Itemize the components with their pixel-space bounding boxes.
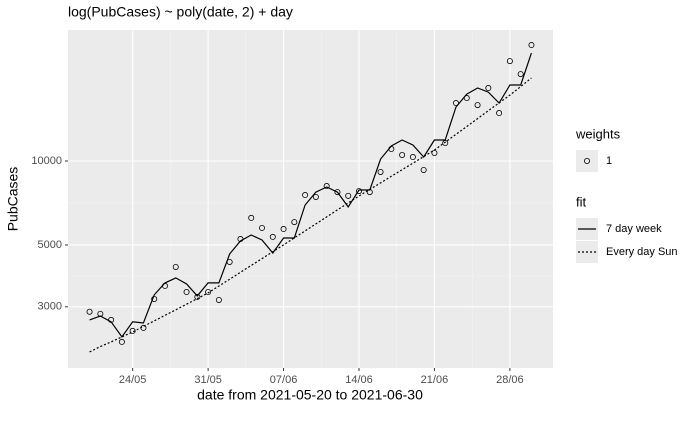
- marks: [86, 42, 535, 353]
- x-axis-label: date from 2021-05-20 to 2021-06-30: [197, 387, 423, 403]
- point: [302, 192, 309, 199]
- legend-label: 7 day week: [606, 223, 662, 235]
- legend-title: fit: [576, 194, 587, 209]
- point: [431, 150, 438, 157]
- point: [248, 214, 255, 221]
- point: [86, 308, 93, 315]
- grid: [68, 30, 553, 368]
- point: [409, 154, 416, 161]
- point: [355, 188, 362, 195]
- fit-line: [89, 77, 532, 353]
- y-tick-label: 3000: [38, 301, 62, 313]
- point: [312, 193, 319, 200]
- point: [399, 152, 406, 159]
- fit-line: [89, 52, 532, 338]
- point: [506, 58, 513, 65]
- point: [474, 102, 481, 109]
- point: [323, 183, 330, 190]
- point: [172, 263, 179, 270]
- point: [215, 296, 222, 303]
- y-tick-label: 5000: [38, 239, 62, 251]
- point: [377, 168, 384, 175]
- point: [528, 42, 535, 49]
- x-tick-label: 14/06: [345, 374, 373, 386]
- point: [291, 219, 298, 226]
- legend-symbol: [584, 157, 591, 164]
- legend: weights 1 fit 7 day week Every day Sun: [575, 126, 678, 263]
- y-tick-label: 10000: [31, 155, 62, 167]
- point: [496, 110, 503, 117]
- point: [129, 327, 136, 334]
- point: [269, 233, 276, 240]
- point: [420, 166, 427, 173]
- point: [118, 338, 125, 345]
- legend-label: 1: [606, 155, 612, 167]
- x-tick-label: 21/06: [421, 374, 449, 386]
- point: [517, 71, 524, 78]
- point: [258, 224, 265, 231]
- x-tick-label: 31/05: [194, 374, 222, 386]
- chart-title: log(PubCases) ~ poly(date, 2) + day: [68, 4, 293, 20]
- point: [345, 192, 352, 199]
- legend-title: weights: [575, 126, 621, 141]
- x-tick-label: 07/06: [270, 374, 298, 386]
- point: [280, 226, 287, 233]
- legend-key: [576, 150, 598, 172]
- point: [205, 289, 212, 296]
- point: [183, 289, 190, 296]
- y-axis-label: PubCases: [5, 167, 21, 232]
- x-tick-label: 24/05: [119, 374, 147, 386]
- x-tick-label: 28/06: [496, 374, 524, 386]
- point: [334, 189, 341, 196]
- legend-label: Every day Sun: [606, 246, 678, 258]
- point: [194, 293, 201, 300]
- point: [485, 85, 492, 92]
